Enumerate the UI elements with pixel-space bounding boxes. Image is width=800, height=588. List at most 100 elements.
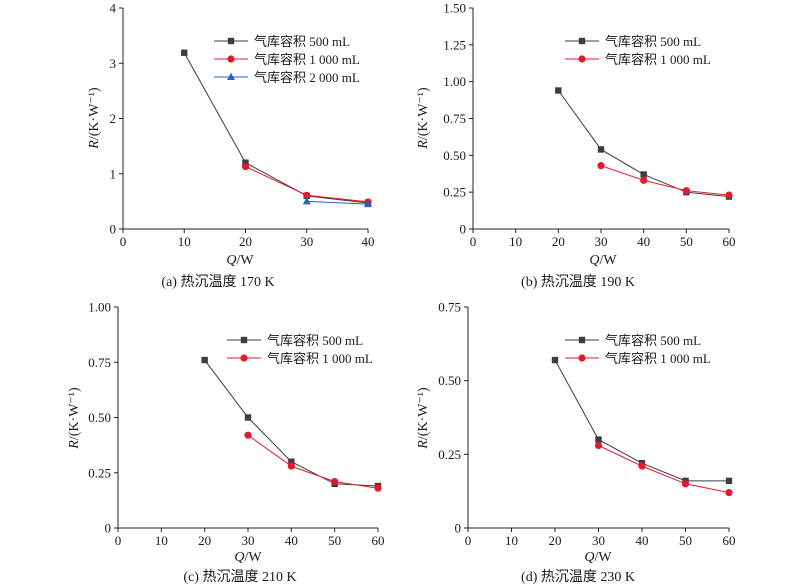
data-point: [551, 356, 559, 364]
legend-swatch-marker: [240, 336, 248, 344]
data-point: [681, 480, 690, 488]
data-point: [594, 441, 603, 450]
panel-c: (c) 热沉温度 210 K Q/W R/(K·W⁻¹) 0 10 20 30 40 50…: [67, 300, 385, 586]
legend-label: 气库容积 500 mL: [605, 34, 701, 49]
x-tick-label: 0: [465, 533, 472, 548]
y-tick-label: 0: [460, 222, 467, 237]
y-tick-label: 0: [110, 222, 117, 237]
series-line: [598, 445, 730, 494]
x-tick-label: 10: [509, 234, 522, 249]
legend-label: 气库容积 1 000 mL: [605, 351, 711, 366]
x-tick-label: 50: [679, 533, 692, 548]
data-point: [597, 162, 605, 170]
data-point: [725, 477, 733, 485]
y-tick-label: 0.25: [438, 447, 461, 462]
legend-label: 气库容积 500 mL: [267, 333, 363, 348]
x-tick-label: 0: [470, 234, 477, 249]
panel-b: (b) 热沉温度 190 K Q/W R/(K·W⁻¹) 0 10 20 30 40 50…: [416, 1, 736, 291]
x-tick-label: 30: [592, 533, 605, 548]
caption: (c) 热沉温度 210 K: [183, 569, 296, 585]
x-tick-label: 60: [723, 234, 736, 249]
legend-label: 气库容积 1 000 mL: [254, 52, 360, 67]
data-point: [201, 356, 208, 364]
legend-swatch-marker: [578, 354, 586, 362]
x-axis-label: Q/W: [584, 550, 612, 565]
x-tick-label: 30: [595, 234, 608, 249]
legend-swatch-marker: [578, 55, 586, 63]
legend-label: 气库容积 1 000 mL: [605, 52, 711, 67]
x-tick-label: 10: [178, 234, 191, 249]
y-tick-label: 1.25: [443, 37, 466, 52]
series-line: [306, 200, 369, 205]
y-tick-label: 0.50: [438, 373, 461, 388]
data-point: [638, 462, 646, 470]
data-point: [244, 431, 252, 439]
y-tick-label: 0.25: [88, 465, 111, 480]
caption: (b) 热沉温度 190 K: [521, 274, 635, 290]
x-tick-label: 50: [328, 533, 341, 548]
data-point: [725, 191, 733, 199]
x-tick-label: 20: [198, 533, 211, 548]
data-point: [595, 436, 602, 443]
legend-swatch-marker: [578, 336, 586, 344]
series-line: [247, 434, 379, 489]
legend-swatch-marker: [240, 354, 248, 362]
x-tick-label: 50: [680, 234, 693, 249]
data-point: [244, 414, 252, 421]
y-tick-label: 0.25: [443, 185, 466, 200]
y-tick-label: 0.75: [438, 300, 461, 315]
data-point: [555, 87, 562, 94]
legend-label: 气库容积 500 mL: [605, 333, 701, 348]
data-point: [241, 162, 250, 171]
y-axis-label: R/(K·W⁻¹): [87, 87, 102, 150]
x-tick-label: 0: [120, 234, 127, 249]
data-point: [181, 49, 188, 56]
x-axis-label: Q/W: [226, 253, 254, 268]
series-line: [183, 52, 369, 204]
data-point: [374, 484, 382, 492]
x-axis-label: Q/W: [589, 253, 617, 268]
y-tick-label: 4: [110, 1, 117, 16]
caption: (d) 热沉温度 230 K: [521, 569, 635, 585]
x-tick-label: 60: [723, 533, 736, 548]
y-tick-label: 0.50: [443, 148, 466, 163]
legend-label: 气库容积 1 000 mL: [267, 351, 373, 366]
data-point: [597, 146, 605, 153]
data-point: [302, 197, 311, 205]
data-point: [640, 176, 648, 184]
y-tick-label: 0: [455, 521, 462, 536]
y-axis-label: R/(K·W⁻¹): [416, 87, 431, 150]
panel-a: (a) 热沉温度 170 K Q/W R/(K·W⁻¹) 0 10 20 30 40 0 1…: [87, 1, 375, 291]
x-tick-label: 40: [636, 533, 649, 548]
legend-label: 气库容积 2 000 mL: [254, 70, 360, 85]
x-tick-label: 40: [285, 533, 298, 548]
legend-swatch-marker: [227, 55, 235, 63]
y-tick-label: 2: [110, 111, 117, 126]
x-tick-label: 10: [155, 533, 168, 548]
y-axis-label: R/(K·W⁻¹): [416, 387, 431, 450]
y-tick-label: 0.50: [88, 410, 111, 425]
y-tick-label: 0.75: [443, 111, 466, 126]
x-axis-label: Q/W: [234, 550, 262, 565]
y-tick-label: 0.75: [88, 355, 111, 370]
legend-label: 气库容积 500 mL: [254, 34, 350, 49]
x-tick-label: 20: [239, 234, 252, 249]
legend-swatch-marker: [227, 72, 235, 80]
x-tick-label: 40: [637, 234, 650, 249]
x-tick-label: 20: [549, 533, 562, 548]
y-tick-label: 3: [110, 56, 117, 71]
y-tick-label: 1: [110, 166, 117, 181]
y-axis-label: R/(K·W⁻¹): [67, 387, 82, 450]
legend-swatch-marker: [227, 37, 235, 45]
x-tick-label: 30: [242, 533, 255, 548]
x-tick-label: 30: [300, 234, 313, 249]
data-point: [331, 477, 339, 486]
y-tick-label: 0: [105, 521, 112, 536]
x-tick-label: 40: [362, 234, 375, 249]
x-tick-label: 0: [115, 533, 122, 548]
x-tick-label: 10: [505, 533, 518, 548]
data-point: [725, 489, 733, 497]
data-point: [682, 187, 690, 195]
y-tick-label: 1.50: [443, 1, 466, 16]
